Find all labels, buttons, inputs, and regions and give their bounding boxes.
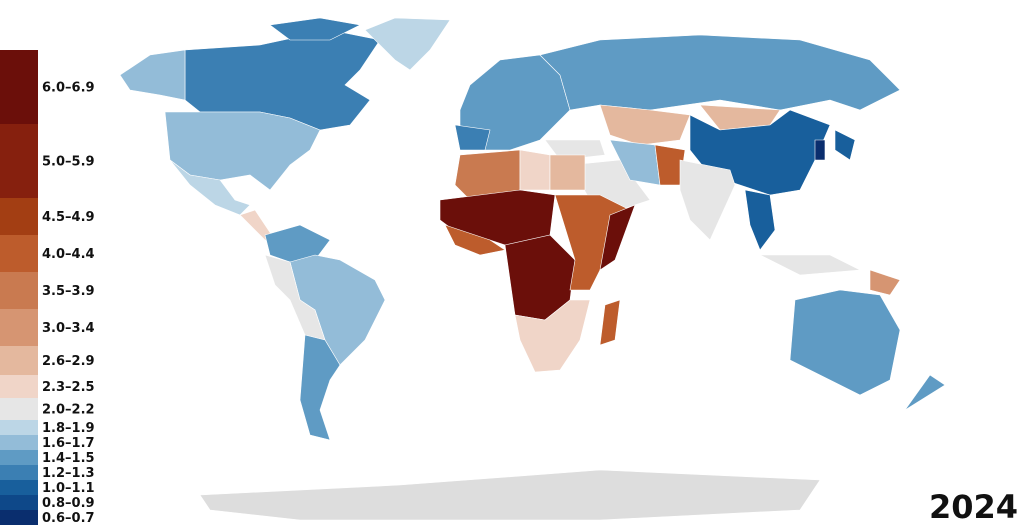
legend-swatch [0, 420, 38, 435]
legend-swatch [0, 398, 38, 420]
legend-label: 3.0–3.4 [42, 321, 95, 336]
legend-label: 3.5–3.9 [42, 284, 95, 299]
legend-swatch [0, 309, 38, 346]
legend-label: 1.6–1.7 [42, 436, 95, 451]
japan [834, 129, 856, 161]
legend-swatch [0, 375, 38, 398]
legend-swatch [0, 346, 38, 375]
legend-label: 1.2–1.3 [42, 466, 95, 481]
legend-swatch [0, 510, 38, 525]
legend-swatch [0, 50, 38, 124]
antarctica [199, 469, 821, 521]
madagascar [599, 299, 621, 346]
legend-swatch [0, 435, 38, 450]
india [679, 159, 736, 241]
arctic-islands [269, 17, 361, 41]
legend-label: 4.0–4.4 [42, 247, 95, 262]
legend-label: 2.6–2.9 [42, 354, 95, 369]
papua-new-guinea [869, 269, 901, 296]
legend-label: 6.0–6.9 [42, 81, 95, 96]
greenland [364, 17, 451, 71]
new-zealand [904, 374, 946, 411]
legend: 6.0–6.9 5.0–5.9 4.5–4.9 4.0–4.4 3.5–3.9 3.0–3… [0, 50, 95, 525]
legend-label: 1.0–1.1 [42, 481, 95, 496]
legend-label: 5.0–5.9 [42, 155, 95, 170]
legend-label: 0.6–0.7 [42, 511, 95, 525]
southern-africa [514, 299, 591, 373]
southeast-asia [744, 189, 776, 251]
legend-swatch [0, 235, 38, 272]
legend-swatch [0, 450, 38, 465]
russia [539, 34, 901, 111]
argentina-chile [299, 334, 341, 441]
legend-swatch [0, 124, 38, 198]
legend-label: 0.8–0.9 [42, 496, 95, 511]
iberia [454, 124, 491, 151]
mexico [169, 159, 251, 216]
kazakhstan [599, 104, 691, 146]
libya [519, 149, 551, 191]
legend-swatch [0, 465, 38, 480]
legend-swatch [0, 495, 38, 510]
legend-label: 2.0–2.2 [42, 403, 95, 418]
somalia [599, 204, 636, 271]
legend-label: 1.4–1.5 [42, 451, 95, 466]
west-africa-coast [444, 224, 506, 256]
legend-swatch [0, 272, 38, 309]
legend-swatch [0, 198, 38, 235]
korea [814, 139, 826, 161]
legend-label: 2.3–2.5 [42, 380, 95, 395]
indonesia [759, 254, 862, 276]
alaska [119, 49, 186, 101]
legend-swatch [0, 480, 38, 495]
legend-label: 4.5–4.9 [42, 210, 95, 225]
year: 2024 [929, 488, 1018, 525]
legend-label: 1.8–1.9 [42, 421, 95, 436]
australia [789, 289, 901, 396]
regions [119, 17, 946, 521]
egypt [549, 154, 586, 191]
